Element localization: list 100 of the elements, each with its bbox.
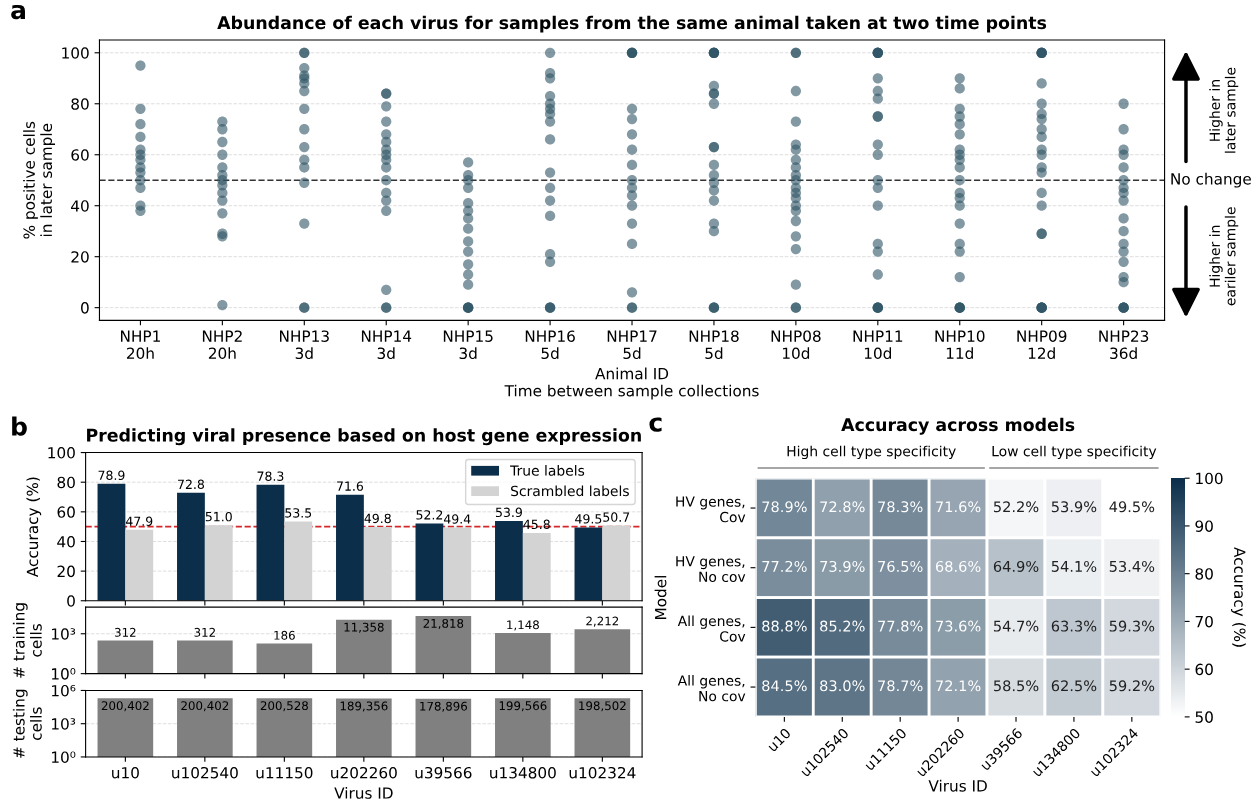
color-bar-label: 100: [1196, 472, 1223, 485]
chart-title: Predicting viral presence based on host gene expression: [87, 428, 641, 446]
data-label: 68.6%: [935, 560, 981, 572]
text: b: [12, 416, 27, 436]
x-tick-label: NHP15 3d: [443, 330, 493, 360]
bar: [336, 494, 364, 601]
x-axis-title: Virus ID: [928, 779, 987, 792]
x-tick-label: NHP17 5d: [607, 330, 657, 360]
x-tick-label: u11150: [256, 766, 313, 779]
y-tick-label: 40: [57, 535, 75, 548]
data-label: 73.6%: [936, 620, 981, 632]
x-tick-label: NHP08 10d: [771, 330, 821, 360]
chart-title: Accuracy across models: [841, 417, 1075, 435]
y-tick-label: 10⁶: [52, 684, 76, 697]
data-label: 2,212: [586, 616, 619, 627]
data-label: 51.0: [205, 511, 232, 522]
color-bar-label: 90: [1195, 520, 1213, 532]
x-axis-title: Animal ID Time between sample collections: [504, 367, 759, 400]
data-label: 59.3%: [1109, 620, 1155, 632]
data-label: 52.2%: [993, 501, 1039, 513]
x-tick-label: NHP14 3d: [361, 330, 412, 360]
bar: [574, 527, 603, 601]
data-label: 53.4%: [1109, 560, 1155, 572]
text: High cell type specificity: [787, 445, 956, 460]
y-axis-title: # training cells: [12, 603, 42, 678]
x-tick-label: NHP18 5d: [689, 330, 739, 360]
data-label: 178,896: [420, 701, 468, 712]
data-label: 71.6%: [936, 501, 981, 513]
data-label: 72.8: [178, 479, 205, 490]
chart-title: Abundance of each virus for samples from the same animal taken at two time points: [217, 15, 1047, 33]
data-label: 71.6: [337, 481, 364, 491]
data-label: 49.8: [364, 513, 391, 524]
color-bar-label: 50: [1195, 711, 1213, 723]
color-bar-label: 70: [1195, 615, 1213, 628]
data-label: 11,358: [344, 622, 384, 633]
y-axis-title: Model: [654, 576, 667, 619]
x-tick-label: u39566: [415, 766, 472, 779]
y-tick-label: 100: [62, 47, 89, 59]
color-bar-label: 60: [1195, 663, 1213, 676]
data-label: 78.9%: [762, 501, 807, 513]
data-label: 49.4: [443, 514, 471, 524]
bar: [415, 523, 444, 601]
data-label: 189,356: [340, 701, 388, 712]
x-tick-label: u10: [766, 727, 792, 753]
y-tick-label: 10⁰: [52, 668, 76, 680]
x-tick-label: NHP2 20h: [202, 330, 242, 360]
data-label: 200,402: [101, 701, 149, 712]
data-label: 199,566: [499, 701, 547, 712]
x-tick-label: u202260: [331, 766, 397, 779]
x-tick-label: NHP11 10d: [853, 330, 903, 360]
data-label: 78.3%: [878, 501, 923, 513]
text: a: [11, 4, 25, 20]
data-label: 312: [194, 627, 215, 637]
data-label: 62.5%: [1051, 680, 1097, 692]
y-tick-label: HV genes, Cov: [676, 496, 746, 523]
x-tick-label: NHP13 3d: [280, 330, 329, 360]
text: Higher in eariler sample: [1209, 207, 1239, 306]
legend-label: True labels: [510, 465, 585, 476]
y-tick-label: 0: [81, 302, 89, 314]
text: c: [649, 417, 662, 432]
x-tick-label: NHP16 5d: [525, 330, 575, 360]
x-tick-label: u134800: [490, 766, 556, 779]
data-label: 64.9%: [993, 560, 1039, 572]
y-tick-label: 60: [71, 149, 89, 161]
bar: [97, 483, 126, 601]
data-label: 88.8%: [762, 620, 807, 632]
data-label: 72.1%: [936, 680, 981, 692]
data-label: 85.2%: [820, 620, 865, 632]
text: Low cell type specificity: [992, 445, 1157, 460]
data-label: 312: [114, 627, 136, 637]
bar: [363, 526, 392, 601]
x-tick-label: NHP10 11d: [935, 330, 985, 360]
x-tick-label: u10: [112, 766, 139, 779]
y-tick-label: 10³: [52, 628, 76, 640]
data-label: 54.1%: [1051, 560, 1097, 572]
data-label: 49.5: [575, 514, 602, 524]
data-label: 200,528: [260, 701, 308, 712]
data-label: 200,402: [181, 701, 229, 712]
data-label: 58.5%: [993, 680, 1039, 692]
data-label: 73.9%: [820, 560, 865, 572]
y-tick-label: 0: [67, 595, 75, 607]
data-label: 21,818: [423, 618, 464, 630]
x-tick-label: NHP1 20h: [121, 330, 160, 360]
data-label: 84.5%: [762, 680, 807, 692]
text: Higher in later sample: [1209, 67, 1239, 153]
bar: [256, 484, 285, 601]
data-label: 49.5%: [1109, 501, 1155, 513]
data-label: 54.7%: [993, 620, 1039, 632]
data-label: 53.9: [495, 507, 522, 518]
y-axis-title: % positive cells in later sample: [23, 121, 56, 239]
y-axis-title: # testing cells: [12, 689, 42, 758]
bar: [495, 520, 523, 601]
ref-line-label: No change: [1171, 172, 1251, 188]
color-bar-title: Accuracy (%): [1231, 547, 1246, 647]
data-label: 77.2%: [762, 560, 807, 572]
y-tick-label: 100: [48, 447, 75, 459]
color-bar-label: 80: [1195, 568, 1213, 580]
y-tick-label: 10⁰: [52, 751, 76, 763]
legend-label: Scrambled labels: [511, 485, 629, 497]
data-label: 198,502: [579, 701, 626, 712]
